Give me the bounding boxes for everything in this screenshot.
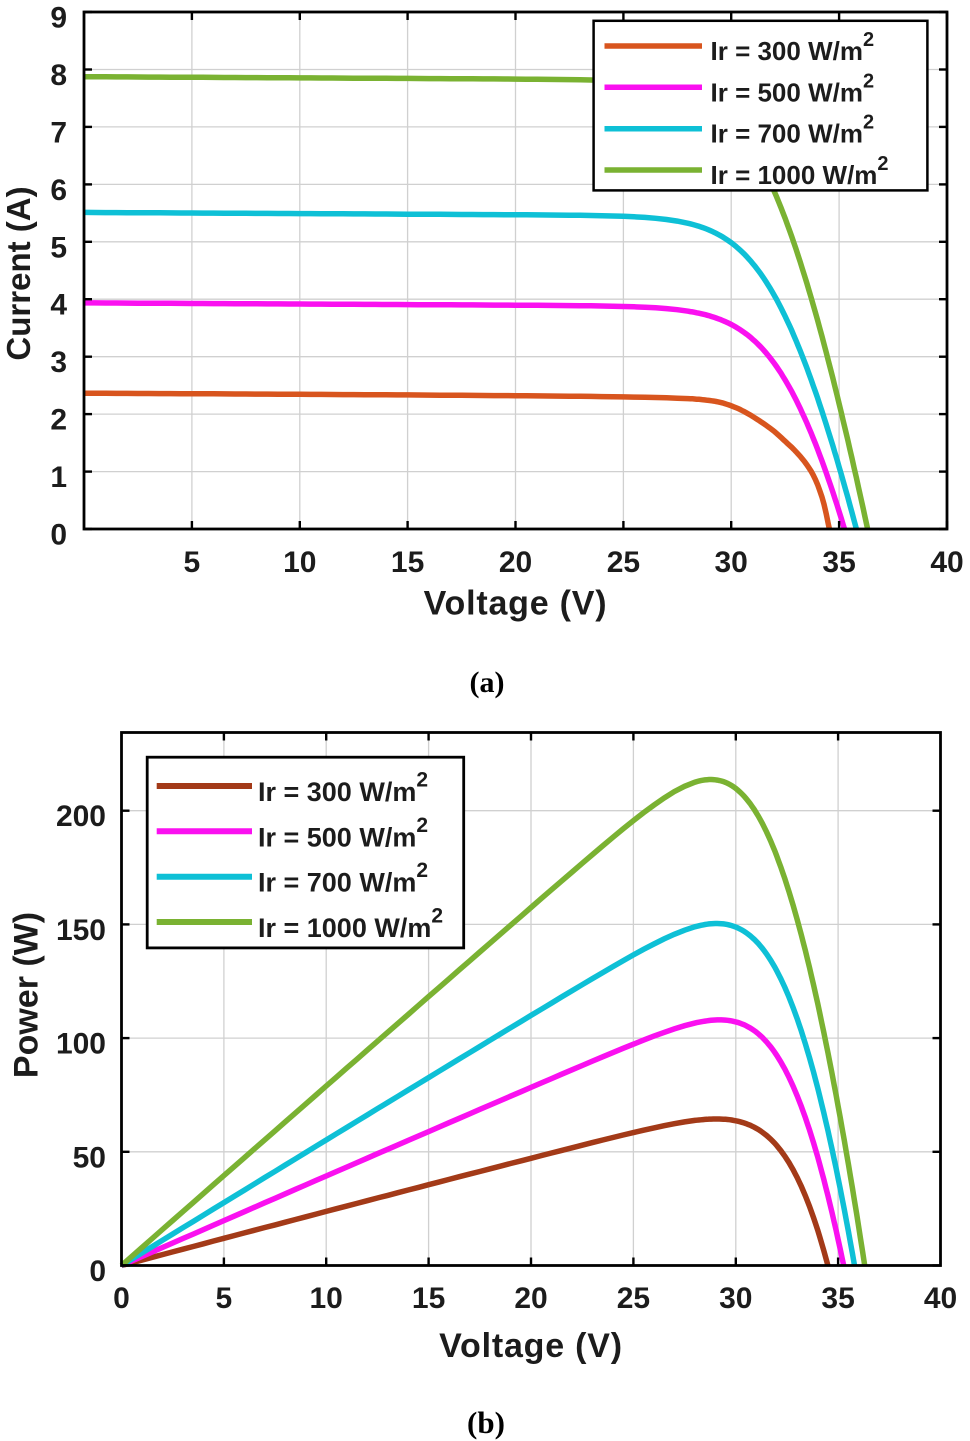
svg-text:Voltage (V): Voltage (V) bbox=[424, 585, 608, 623]
svg-text:30: 30 bbox=[715, 546, 748, 579]
svg-text:0: 0 bbox=[50, 519, 67, 552]
svg-text:(b): (b) bbox=[467, 1405, 505, 1440]
svg-text:25: 25 bbox=[617, 1282, 650, 1315]
svg-text:15: 15 bbox=[391, 546, 424, 579]
svg-text:5: 5 bbox=[216, 1282, 233, 1315]
svg-text:Ir = 300 W/m2: Ir = 300 W/m2 bbox=[711, 29, 875, 66]
svg-text:1: 1 bbox=[50, 461, 67, 494]
svg-text:2: 2 bbox=[50, 404, 67, 437]
svg-text:8: 8 bbox=[50, 59, 67, 92]
svg-text:Power (W): Power (W) bbox=[8, 912, 46, 1078]
svg-text:25: 25 bbox=[607, 546, 640, 579]
svg-text:30: 30 bbox=[719, 1282, 752, 1315]
svg-text:20: 20 bbox=[499, 546, 532, 579]
svg-text:100: 100 bbox=[56, 1028, 106, 1061]
svg-text:150: 150 bbox=[56, 914, 106, 947]
svg-text:20: 20 bbox=[514, 1282, 547, 1315]
svg-text:40: 40 bbox=[930, 546, 963, 579]
svg-text:40: 40 bbox=[924, 1282, 957, 1315]
svg-text:10: 10 bbox=[310, 1282, 343, 1315]
svg-text:Ir = 700 W/m2: Ir = 700 W/m2 bbox=[711, 112, 875, 149]
svg-text:200: 200 bbox=[56, 800, 106, 833]
svg-text:3: 3 bbox=[50, 346, 67, 379]
svg-text:15: 15 bbox=[412, 1282, 445, 1315]
svg-text:Voltage (V): Voltage (V) bbox=[439, 1327, 623, 1365]
svg-text:35: 35 bbox=[821, 1282, 854, 1315]
svg-text:5: 5 bbox=[50, 231, 67, 264]
svg-text:9: 9 bbox=[50, 2, 67, 35]
svg-text:(a): (a) bbox=[470, 666, 505, 699]
svg-text:Current (A): Current (A) bbox=[0, 186, 37, 360]
svg-text:35: 35 bbox=[822, 546, 855, 579]
svg-text:0: 0 bbox=[89, 1255, 106, 1288]
svg-text:7: 7 bbox=[50, 116, 67, 149]
svg-text:Ir = 1000 W/m2: Ir = 1000 W/m2 bbox=[711, 153, 889, 190]
svg-text:10: 10 bbox=[283, 546, 316, 579]
svg-text:50: 50 bbox=[73, 1141, 106, 1174]
svg-text:5: 5 bbox=[184, 546, 201, 579]
svg-text:6: 6 bbox=[50, 174, 67, 207]
svg-text:Ir = 500 W/m2: Ir = 500 W/m2 bbox=[711, 70, 875, 107]
svg-text:0: 0 bbox=[113, 1282, 130, 1315]
svg-text:4: 4 bbox=[50, 289, 67, 322]
